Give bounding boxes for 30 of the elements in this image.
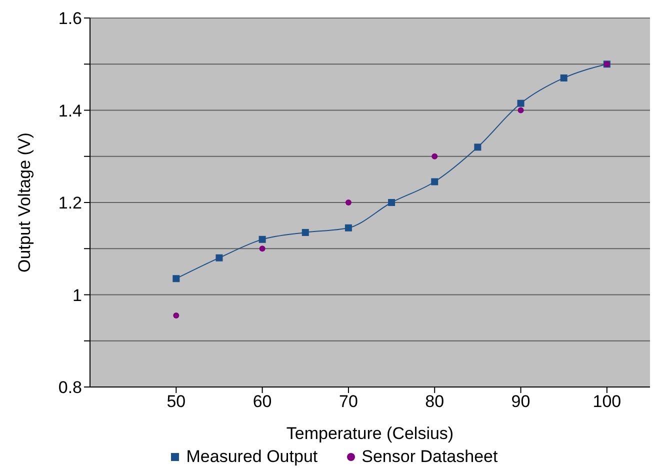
point (517, 100, 524, 107)
x-tick-label: 80 (425, 392, 444, 412)
point (216, 254, 223, 262)
point (518, 107, 524, 114)
y-tick-label: 1.2 (58, 194, 82, 213)
point (388, 199, 396, 206)
x-tick-label: 60 (252, 392, 272, 412)
y-tick-label: 1.6 (58, 9, 82, 28)
legend-label: Measured Output (186, 447, 318, 467)
x-tick-label: 50 (166, 392, 186, 412)
y-tick-label: 1 (72, 286, 82, 305)
y-axis-title: Output Voltage (V) (15, 132, 34, 272)
point (474, 144, 482, 151)
point (345, 200, 352, 206)
point (432, 153, 438, 160)
x-axis-title: Temperature (Celsius) (286, 424, 454, 443)
x-tick-label: 100 (592, 392, 622, 412)
point (258, 236, 266, 243)
x-tick-label: 70 (339, 392, 358, 412)
y-tick-label: 0.8 (58, 378, 82, 398)
point (172, 275, 180, 282)
y-tick-label: 1.4 (58, 101, 82, 120)
point (431, 178, 438, 186)
point (302, 228, 309, 236)
point (259, 246, 266, 252)
point (344, 224, 352, 232)
x-tick-label: 90 (511, 392, 530, 412)
point (560, 74, 568, 82)
legend-label: Sensor Datasheet (362, 447, 498, 467)
point (173, 312, 180, 319)
